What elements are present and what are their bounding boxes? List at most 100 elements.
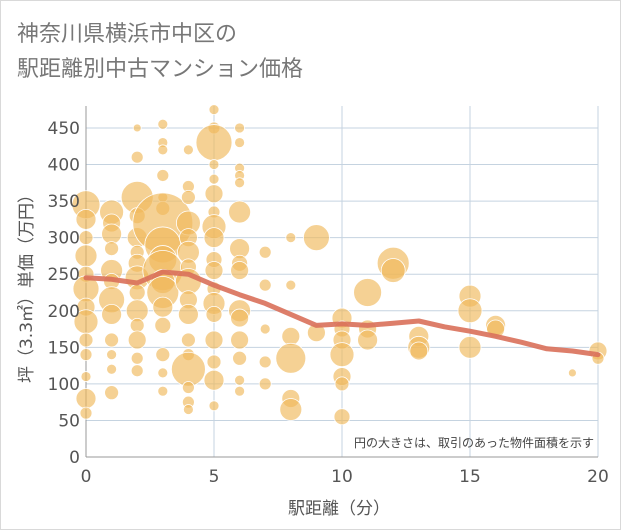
y-axis-title: 坪（3.3㎡）単価（万円）	[17, 186, 37, 383]
data-point	[106, 363, 117, 375]
data-point	[380, 258, 406, 283]
data-point	[208, 400, 220, 412]
y-tick-label: 100	[48, 375, 80, 395]
data-point	[132, 123, 142, 133]
data-point	[155, 347, 171, 363]
y-tick-label: 350	[48, 192, 80, 212]
data-point	[129, 317, 145, 333]
data-point	[458, 335, 482, 359]
data-point	[157, 385, 169, 397]
x-tick-label: 5	[209, 467, 220, 487]
data-point	[568, 368, 577, 378]
data-point	[234, 137, 246, 148]
data-point	[228, 200, 252, 224]
data-point	[101, 304, 122, 325]
data-point	[204, 184, 224, 204]
y-tick-label: 300	[48, 229, 80, 249]
data-point	[457, 298, 483, 324]
size-note: 円の大きさは、取引のあった物件面積を示す	[354, 435, 594, 450]
data-point	[128, 284, 146, 301]
data-point	[259, 323, 271, 335]
data-point	[258, 355, 272, 369]
data-point	[258, 377, 272, 391]
data-point	[334, 376, 350, 392]
data-point	[285, 279, 297, 291]
data-point	[208, 173, 220, 185]
y-tick-label: 50	[58, 411, 80, 431]
data-point	[157, 367, 169, 379]
data-point	[234, 122, 246, 134]
data-point	[195, 124, 233, 161]
data-point	[333, 408, 351, 426]
data-point	[232, 350, 248, 366]
data-point	[279, 398, 303, 421]
x-tick-label: 20	[587, 467, 609, 487]
y-tick-label: 150	[48, 338, 80, 358]
y-tick-label: 450	[48, 119, 80, 139]
x-tick-label: 15	[459, 467, 481, 487]
data-point	[258, 245, 272, 259]
y-tick-label: 0	[69, 448, 80, 468]
data-point	[206, 354, 222, 370]
data-point	[203, 227, 225, 249]
data-point	[157, 118, 169, 130]
data-point	[203, 369, 225, 391]
data-point	[101, 223, 122, 245]
data-point	[182, 404, 194, 415]
data-point	[230, 330, 250, 350]
x-axis-title: 駅距離（分）	[288, 499, 390, 519]
data-point	[79, 348, 93, 362]
data-point	[180, 332, 196, 348]
data-point	[130, 364, 144, 378]
data-point	[182, 144, 194, 156]
data-point	[234, 385, 246, 397]
data-point	[230, 308, 250, 328]
data-point	[154, 316, 172, 334]
data-point	[409, 341, 429, 361]
data-point	[177, 304, 199, 325]
data-point	[104, 241, 119, 256]
x-tick-label: 0	[81, 467, 92, 487]
data-point	[181, 381, 195, 394]
data-point	[180, 190, 196, 205]
trend-line	[83, 269, 601, 358]
data-point	[302, 224, 330, 252]
data-point	[104, 332, 119, 348]
data-point	[127, 330, 147, 350]
data-point	[258, 278, 272, 292]
data-point	[157, 144, 169, 156]
x-tick-label: 10	[331, 467, 353, 487]
data-point	[208, 104, 220, 116]
data-point	[78, 230, 94, 246]
data-point	[152, 296, 174, 318]
data-point	[106, 349, 117, 361]
data-point	[275, 342, 307, 374]
data-point	[230, 261, 250, 280]
data-point	[130, 150, 144, 164]
y-tick-label: 250	[48, 265, 80, 285]
data-point	[204, 330, 224, 350]
data-point	[281, 326, 301, 346]
y-tick-label: 200	[48, 302, 80, 322]
data-point	[285, 232, 297, 244]
data-point	[357, 329, 379, 351]
data-point	[234, 374, 246, 386]
chart-title: 神奈川県横浜市中区の 駅距離別中古マンション価格	[17, 17, 303, 87]
chart-title-line-2: 駅距離別中古マンション価格	[17, 57, 304, 82]
data-point	[234, 177, 246, 189]
chart-title-line-1: 神奈川県横浜市中区の	[17, 22, 238, 47]
data-point	[205, 306, 223, 323]
data-point	[79, 406, 93, 420]
data-point	[353, 278, 383, 307]
data-point	[204, 261, 224, 280]
data-point	[130, 351, 144, 365]
data-point	[329, 342, 355, 368]
data-point	[208, 159, 220, 170]
y-tick-label: 400	[48, 156, 80, 176]
data-point	[75, 208, 97, 230]
data-point	[78, 332, 94, 348]
data-point	[156, 169, 170, 182]
data-point	[104, 385, 119, 401]
